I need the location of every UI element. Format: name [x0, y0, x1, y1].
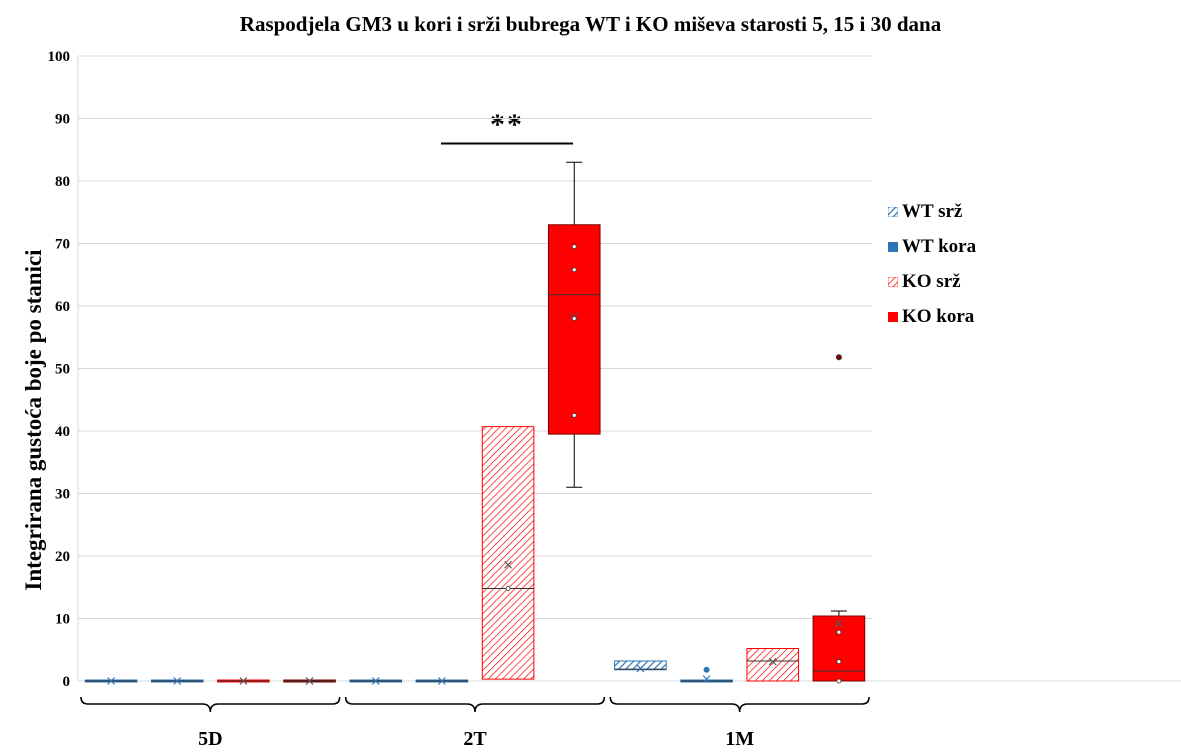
legend-item-ko-srz: KO srž	[888, 270, 976, 294]
box-body	[812, 615, 866, 682]
legend-item-wt-kora: WT kora	[888, 235, 976, 259]
y-tick-label: 40	[55, 424, 70, 440]
box-wt-sr-1m	[614, 660, 667, 673]
legend-swatch-wt-srz	[888, 207, 898, 217]
legend-item-ko-kora: KO kora	[888, 305, 976, 329]
legend: WT srž WT kora KO srž KO kora	[888, 200, 976, 340]
box-ko-sr-1m	[746, 648, 800, 682]
category-brace	[344, 696, 606, 713]
data-point	[836, 659, 842, 665]
y-tick-label: 20	[55, 549, 70, 565]
y-tick-label: 90	[55, 112, 70, 128]
data-point	[571, 267, 577, 273]
box-body	[547, 224, 601, 435]
y-tick-label: 30	[55, 487, 70, 503]
mean-marker	[437, 677, 446, 685]
data-point	[703, 666, 710, 673]
legend-label: KO kora	[902, 306, 975, 327]
y-tick-label: 60	[55, 299, 70, 315]
mean-marker	[305, 677, 314, 685]
y-tick-label: 10	[55, 612, 70, 628]
box-wt-kora-1m	[680, 666, 733, 684]
data-point	[836, 678, 842, 684]
box-ko-kora-5d	[283, 677, 336, 685]
box-wt-sr-2t	[349, 677, 403, 685]
box-ko-sr-5d	[217, 677, 270, 685]
category-brace	[80, 696, 341, 713]
legend-item-wt-srz: WT srž	[888, 200, 976, 224]
legend-label: WT srž	[902, 201, 963, 222]
mean-marker	[239, 677, 248, 685]
mean-marker	[702, 675, 711, 684]
mean-marker	[636, 664, 645, 673]
box-body	[746, 648, 800, 682]
data-point	[836, 629, 842, 635]
y-tick-label: 0	[63, 674, 71, 690]
mean-marker	[768, 657, 777, 666]
mean-marker	[371, 677, 380, 685]
y-tick-label: 100	[48, 49, 71, 65]
box-wt-sr-5d	[84, 677, 138, 685]
significance-label: **	[490, 108, 524, 141]
legend-label: WT kora	[902, 236, 977, 257]
mean-marker	[173, 677, 182, 685]
category-brace	[609, 696, 870, 713]
x-tick-label: 2T	[463, 728, 487, 750]
chart-title: Raspodjela GM3 u kori i srži bubrega WT …	[239, 12, 942, 36]
y-tick-label: 50	[55, 362, 70, 378]
data-point	[571, 244, 577, 250]
legend-swatch-ko-srz	[888, 277, 898, 287]
box-wt-kora-2t	[415, 677, 469, 685]
x-tick-label: 5D	[198, 728, 222, 750]
x-tick-label: 1M	[725, 728, 754, 750]
mean-marker	[834, 619, 843, 628]
data-point	[835, 354, 842, 361]
legend-label: KO srž	[902, 271, 961, 292]
box-ko-sr-2t	[481, 426, 535, 680]
box-ko-kora-2t	[547, 161, 601, 488]
legend-swatch-wt-kora	[888, 242, 898, 252]
box-wt-kora-5d	[150, 677, 204, 685]
y-tick-label: 70	[55, 237, 70, 253]
data-point	[571, 412, 577, 418]
mean-marker	[504, 560, 513, 569]
data-point	[571, 316, 577, 321]
mean-marker	[107, 677, 116, 685]
box-body	[481, 426, 535, 680]
box-body	[614, 660, 667, 671]
y-tick-label: 80	[55, 174, 70, 190]
legend-swatch-ko-kora	[888, 312, 898, 322]
box-ko-kora-1m	[812, 354, 866, 684]
data-point	[505, 586, 511, 591]
